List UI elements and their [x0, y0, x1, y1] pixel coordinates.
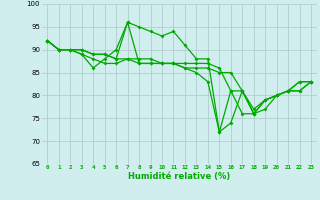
- X-axis label: Humidité relative (%): Humidité relative (%): [128, 172, 230, 181]
